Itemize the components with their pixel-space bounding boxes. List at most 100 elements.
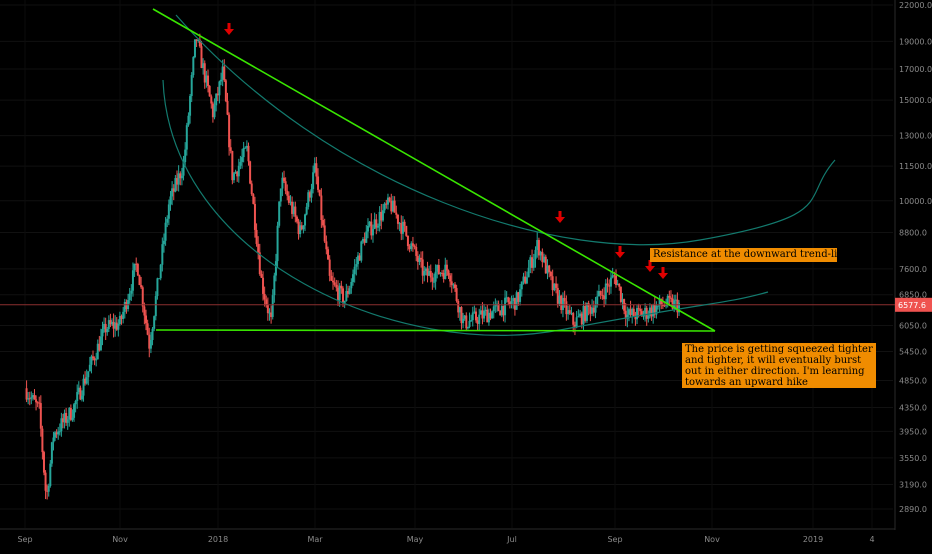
candle-body bbox=[253, 203, 256, 230]
candle-body bbox=[279, 188, 282, 202]
candle-body bbox=[342, 288, 345, 304]
candle-body bbox=[276, 225, 279, 262]
candle-body bbox=[330, 275, 333, 281]
candle-body bbox=[356, 255, 359, 265]
candle-body bbox=[257, 243, 260, 253]
candle-body bbox=[648, 307, 651, 316]
candle-body bbox=[208, 85, 211, 97]
candle-body bbox=[226, 101, 229, 115]
candle-body bbox=[93, 358, 96, 361]
candle-body bbox=[245, 145, 248, 148]
candle-body bbox=[84, 378, 87, 384]
candle-body bbox=[420, 257, 423, 260]
candle-body bbox=[596, 296, 599, 305]
candle-body bbox=[315, 163, 318, 177]
candle-body bbox=[118, 315, 121, 325]
candle-body bbox=[591, 307, 594, 314]
candle-body bbox=[385, 203, 388, 205]
candle-body bbox=[47, 486, 50, 492]
x-tick-label: 2019 bbox=[803, 535, 823, 544]
candle-body bbox=[90, 356, 93, 365]
candle-body bbox=[558, 295, 561, 304]
candle-body bbox=[532, 259, 535, 268]
y-tick-label: 6850.0 bbox=[899, 291, 927, 300]
candle-body bbox=[391, 200, 394, 212]
candle-body bbox=[410, 243, 413, 250]
candle-body bbox=[418, 257, 421, 262]
candle-body bbox=[413, 245, 416, 247]
candle-body bbox=[663, 305, 666, 307]
candle-body bbox=[398, 223, 401, 225]
candle-body bbox=[665, 305, 668, 307]
candle-body bbox=[224, 80, 227, 102]
candle-body bbox=[85, 377, 88, 384]
candle-body bbox=[250, 183, 253, 195]
candle-body bbox=[345, 291, 348, 301]
candle-body bbox=[312, 172, 315, 190]
candle-body bbox=[154, 296, 157, 317]
down-arrow-icon bbox=[658, 267, 668, 279]
candle-body bbox=[205, 75, 208, 83]
candle-body bbox=[260, 274, 263, 278]
candle-body bbox=[522, 276, 525, 282]
candle-body bbox=[660, 298, 663, 306]
candle-body bbox=[92, 356, 95, 359]
candle-body bbox=[432, 281, 435, 283]
candle-body bbox=[376, 225, 379, 228]
candle-body bbox=[318, 189, 321, 196]
candle-body bbox=[265, 299, 268, 306]
candle-body bbox=[629, 309, 632, 315]
lower-arc bbox=[162, 79, 769, 336]
candle-body bbox=[390, 200, 393, 212]
candle-body bbox=[189, 96, 192, 116]
candle-body bbox=[676, 299, 679, 313]
candle-body bbox=[38, 402, 41, 404]
candle-body bbox=[539, 251, 542, 256]
y-tick-label: 7600.0 bbox=[899, 265, 927, 274]
candle-body bbox=[242, 148, 245, 158]
candle-body bbox=[158, 278, 161, 280]
upper-arc bbox=[175, 14, 836, 246]
candle-body bbox=[565, 301, 568, 315]
candle-body bbox=[266, 305, 269, 314]
candle-body bbox=[634, 316, 637, 320]
candle-body bbox=[655, 305, 658, 315]
candle-body bbox=[668, 295, 671, 298]
candle-body bbox=[567, 310, 570, 315]
candle-body bbox=[476, 320, 479, 324]
candle-body bbox=[563, 298, 566, 302]
candle-body bbox=[499, 310, 502, 316]
candle-body bbox=[650, 307, 653, 317]
candle-body bbox=[307, 192, 310, 207]
x-tick-label: Nov bbox=[704, 535, 720, 544]
candle-body bbox=[489, 312, 492, 319]
support-line bbox=[155, 329, 716, 332]
candle-body bbox=[136, 264, 139, 276]
candle-body bbox=[465, 315, 468, 329]
candle-body bbox=[258, 252, 261, 275]
candle-body bbox=[437, 264, 440, 275]
down-arrow-icon bbox=[615, 246, 625, 258]
candle-body bbox=[636, 308, 639, 320]
candle-body bbox=[380, 211, 383, 221]
candle-body bbox=[365, 231, 368, 243]
candle-body bbox=[232, 173, 235, 181]
y-tick-label: 5450.0 bbox=[899, 347, 927, 356]
candle-body bbox=[229, 147, 232, 151]
candle-body bbox=[579, 313, 582, 317]
candle-body bbox=[25, 388, 28, 400]
candle-body bbox=[114, 322, 117, 329]
candle-body bbox=[671, 298, 674, 309]
candle-body bbox=[35, 399, 38, 403]
candle-body bbox=[481, 310, 484, 319]
candle-body bbox=[120, 315, 123, 319]
candle-body bbox=[460, 307, 463, 324]
candle-body bbox=[439, 272, 442, 275]
candle-body bbox=[395, 212, 398, 215]
candle-body bbox=[618, 283, 621, 287]
candle-body bbox=[30, 397, 33, 399]
candle-body bbox=[652, 304, 655, 317]
candle-body bbox=[221, 66, 224, 80]
candle-body bbox=[107, 320, 110, 329]
